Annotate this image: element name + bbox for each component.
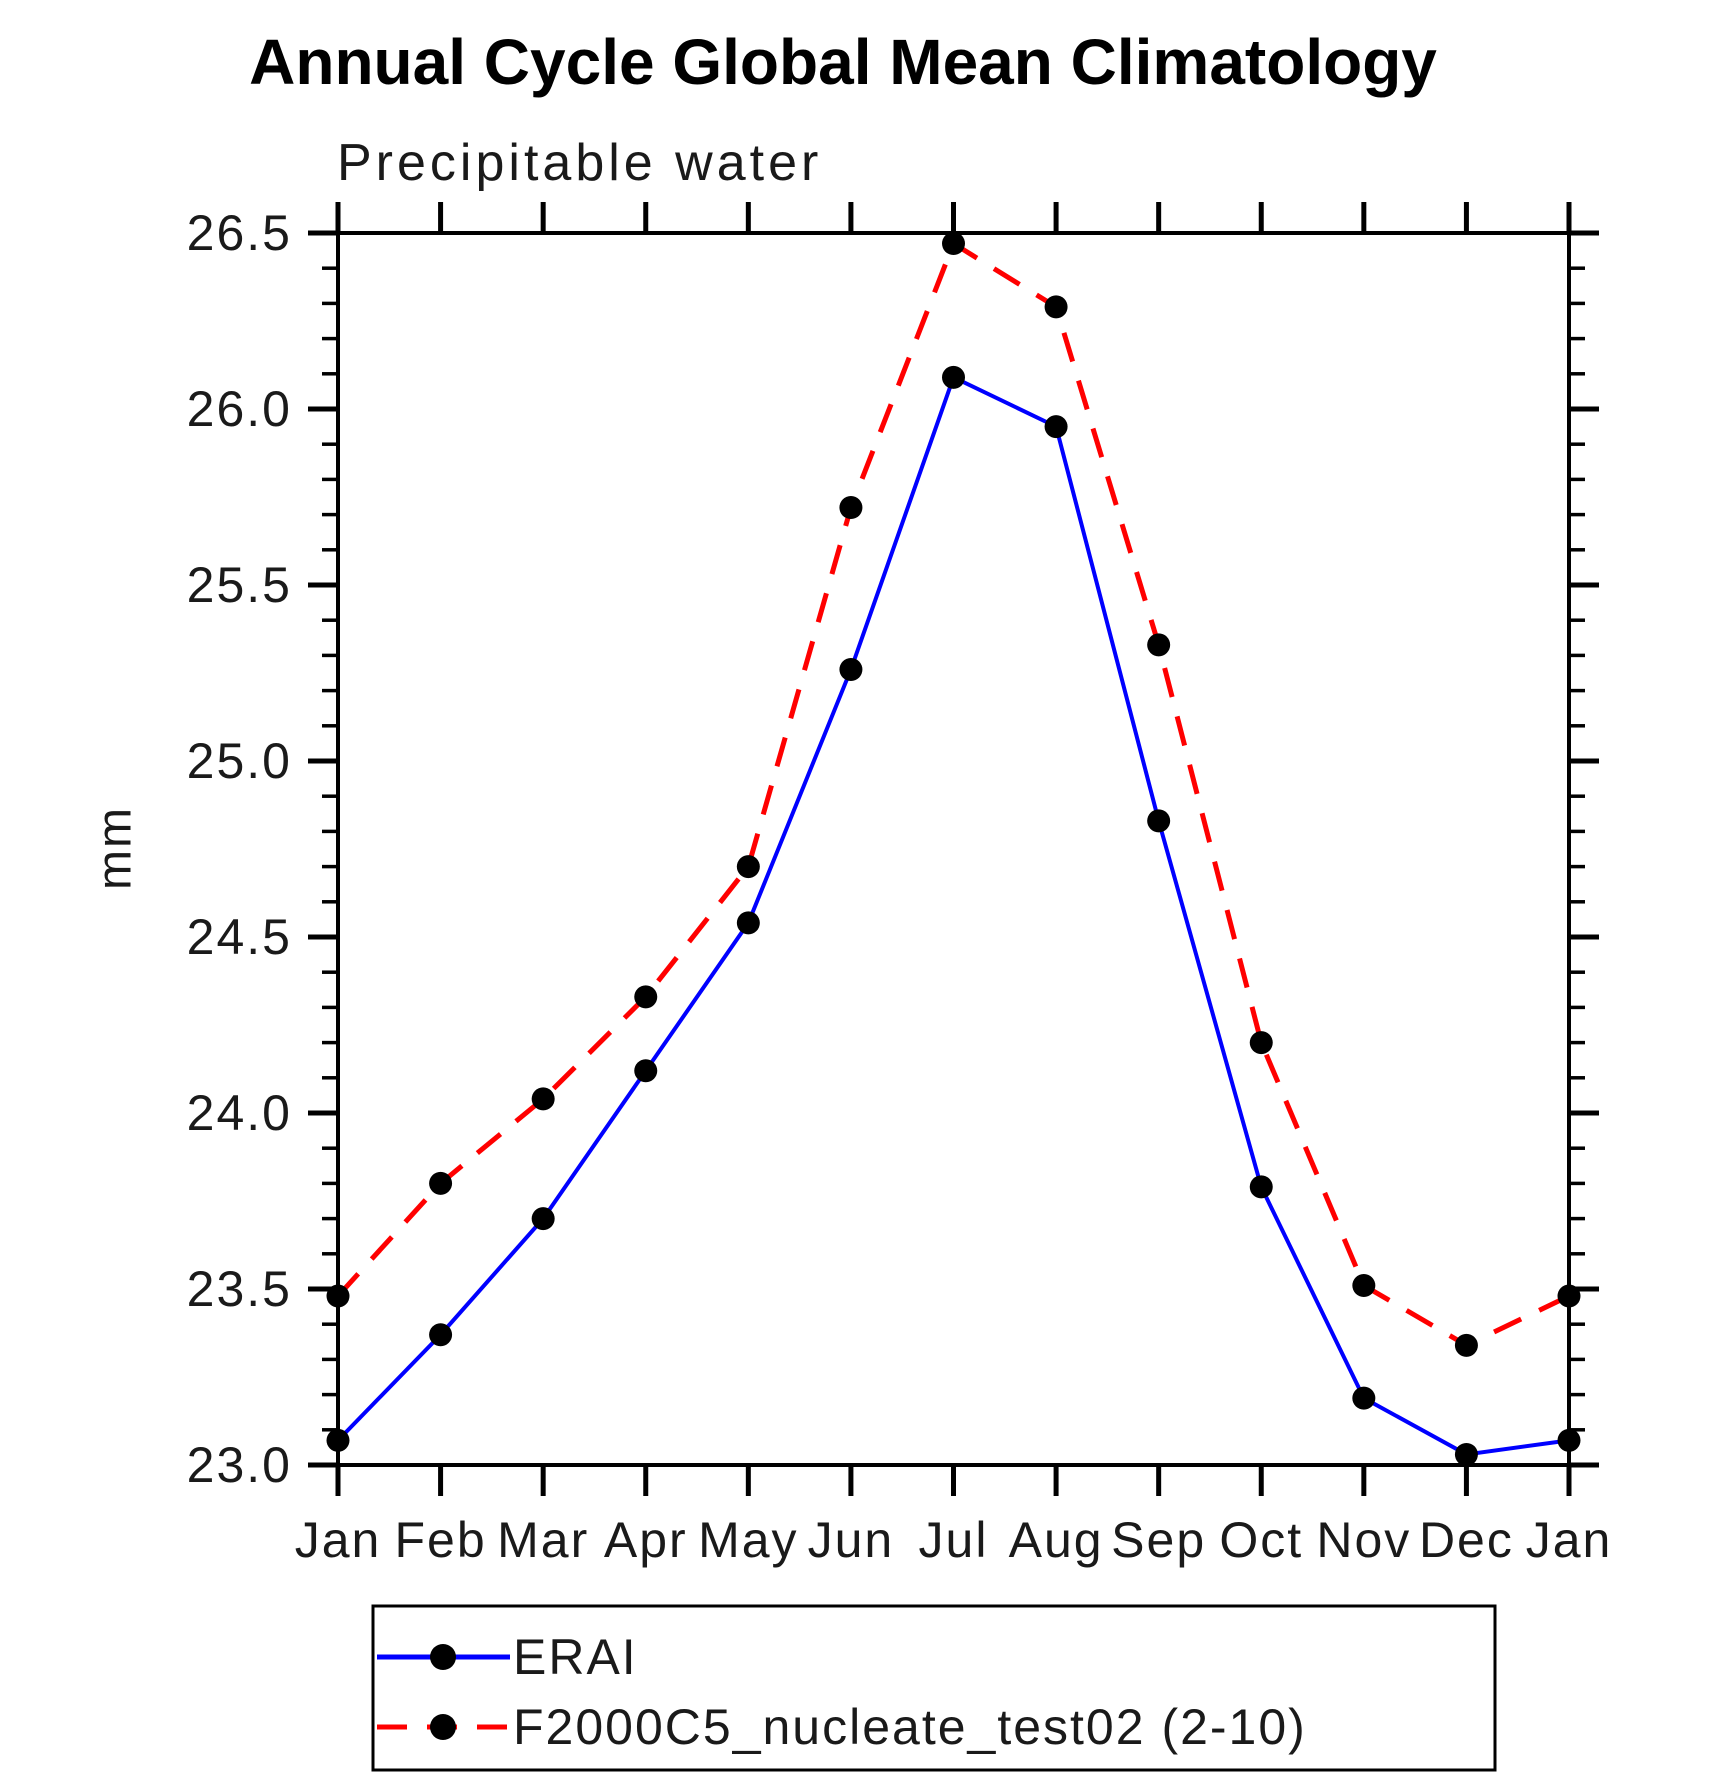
data-point-marker <box>531 1207 555 1231</box>
x-tick-label: Oct <box>1219 1512 1303 1568</box>
series-line-erai <box>336 374 1570 1457</box>
legend-marker-sample <box>430 1714 456 1740</box>
data-point-marker <box>531 1087 555 1111</box>
y-axis-label: mm <box>89 806 142 890</box>
legend-entry-erai-label: ERAI <box>513 1629 638 1685</box>
plot-border <box>336 231 1571 1467</box>
data-point-marker <box>839 496 863 520</box>
y-tick-label: 25.0 <box>187 733 292 789</box>
x-tick-label: Jul <box>919 1512 989 1568</box>
x-tick-label: Sep <box>1111 1512 1206 1568</box>
y-tick-label: 23.5 <box>187 1261 292 1317</box>
x-tick-label: Apr <box>604 1512 688 1568</box>
data-point-marker <box>1352 1386 1376 1410</box>
data-point-marker <box>736 911 760 935</box>
data-point-marker <box>326 1428 350 1452</box>
data-point-marker <box>1249 1031 1273 1055</box>
series-line-f2000c5-nucleate-test02-2-10- <box>336 239 1571 1349</box>
legend-entry-f2000c5-label: F2000C5_nucleate_test02 (2-10) <box>513 1699 1307 1755</box>
x-tick-label: Jun <box>808 1512 895 1568</box>
data-point-marker <box>1557 1284 1581 1308</box>
x-tick-label: Dec <box>1419 1512 1514 1568</box>
chart-title: Annual Cycle Global Mean Climatology <box>249 26 1437 98</box>
data-point-marker <box>1454 1333 1478 1357</box>
y-tick-label: 24.5 <box>187 909 292 965</box>
x-tick-label: Jan <box>1526 1512 1613 1568</box>
x-tick-label: Aug <box>1009 1512 1104 1568</box>
data-point-marker <box>736 855 760 879</box>
data-point-marker <box>634 985 658 1009</box>
data-point-marker <box>1557 1428 1581 1452</box>
data-point-marker <box>1044 295 1068 319</box>
data-point-marker <box>1454 1442 1478 1466</box>
legend: ERAI F2000C5_nucleate_test02 (2-10) <box>371 1604 1497 1772</box>
data-point-marker <box>1352 1273 1376 1297</box>
data-point-marker <box>429 1323 453 1347</box>
x-tick-label: May <box>698 1512 798 1568</box>
y-tick-label: 26.0 <box>187 381 292 437</box>
data-point-marker <box>634 1059 658 1083</box>
legend-box <box>371 1604 1497 1772</box>
data-point-marker <box>1249 1175 1273 1199</box>
series-lines <box>326 232 1581 1466</box>
y-tick-label: 25.5 <box>187 557 292 613</box>
data-point-marker <box>326 1284 350 1308</box>
x-tick-label: Nov <box>1316 1512 1411 1568</box>
x-tick-label: Mar <box>497 1512 589 1568</box>
x-tick-label: Feb <box>394 1512 486 1568</box>
y-tick-label: 23.0 <box>187 1437 292 1493</box>
data-point-marker <box>1147 633 1171 657</box>
data-point-marker <box>429 1171 453 1195</box>
data-point-marker <box>1044 415 1068 439</box>
y-tick-label: 26.5 <box>187 205 292 261</box>
data-point-marker <box>839 657 863 681</box>
data-point-marker <box>942 232 965 256</box>
data-point-marker <box>942 365 965 389</box>
x-tick-label: Jan <box>295 1512 382 1568</box>
chart-subtitle: Precipitable water <box>337 134 822 192</box>
legend-marker-sample <box>430 1644 456 1670</box>
legend-samples <box>377 1644 510 1740</box>
y-tick-label: 24.0 <box>187 1085 292 1141</box>
data-point-marker <box>1147 809 1171 833</box>
